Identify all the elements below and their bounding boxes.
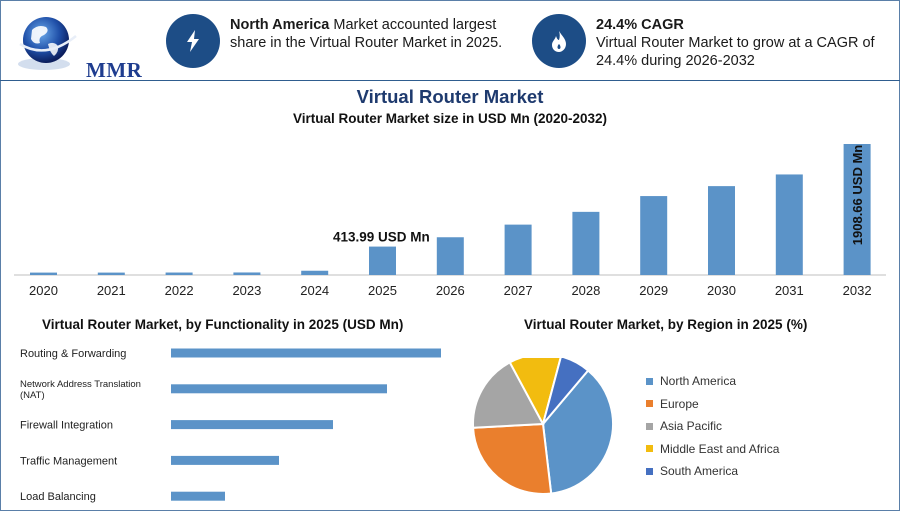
legend-swatch <box>646 445 653 453</box>
legend-item: Middle East and Africa <box>646 438 779 461</box>
legend-swatch <box>646 422 653 430</box>
market-size-bar-chart: 2020 2021 2022 2023 2024 2025 2026 2027 2028 2029… <box>14 144 886 298</box>
func-bar-2 <box>171 420 333 430</box>
legend-label: North America <box>660 374 737 389</box>
cagr-info: 24.4% CAGR Virtual Router Market to grow… <box>596 16 886 70</box>
func-bar-3 <box>171 455 279 465</box>
region-text: Market accounted largest share in the Vi… <box>230 17 503 51</box>
pie-slice-middle-east-and-africa <box>508 358 562 427</box>
legend-swatch <box>646 377 653 385</box>
func-label-0: Routing & Forwarding <box>20 348 126 360</box>
legend-label: Middle East and Africa <box>660 441 780 456</box>
mmr-logo: MMR <box>14 14 142 82</box>
bar-2025 <box>369 246 396 275</box>
legend-swatch <box>646 467 653 475</box>
data-label-2025: 413.99 USD Mn <box>333 230 430 245</box>
lightning-icon <box>166 14 220 68</box>
legend-swatch <box>646 400 653 408</box>
region-title: Virtual Router Market, by Region in 2025… <box>524 317 808 332</box>
region-highlight: North America <box>230 17 330 33</box>
data-label-2032: 1908.66 USD Mn <box>850 145 865 245</box>
pie-slice-north-america <box>541 369 614 495</box>
legend-label: Europe <box>660 396 699 411</box>
bar-2023 <box>233 272 261 275</box>
logo-text: MMR <box>86 58 143 82</box>
func-bar-4 <box>171 491 225 501</box>
legend-label: South America <box>660 464 739 479</box>
flame-icon <box>532 14 586 68</box>
func-label-3: Traffic Management <box>20 455 117 467</box>
tick-label-2021: 2021 <box>97 283 126 298</box>
bar-2026 <box>436 237 464 275</box>
tick-label-2032: 2032 <box>843 283 872 298</box>
cagr-title: 24.4% CAGR <box>596 17 684 33</box>
func-label-4: Load Balancing <box>20 491 96 503</box>
bar-2020 <box>30 272 57 275</box>
legend-item: South America <box>646 460 779 483</box>
bar-2028 <box>572 211 600 275</box>
tick-label-2020: 2020 <box>29 283 58 298</box>
bar-2027 <box>504 224 532 275</box>
legend-label: Asia Pacific <box>660 419 723 434</box>
region-legend: North America Europe Asia Pacific Middle Ea… <box>646 370 779 483</box>
bar-2030 <box>708 186 735 275</box>
func-bar-0 <box>171 348 441 358</box>
pie-slice-europe <box>472 422 553 495</box>
bar-2024 <box>301 270 329 275</box>
func-label-1: Network Address Translation (NAT) <box>20 379 141 401</box>
tick-label-2029: 2029 <box>639 283 668 298</box>
tick-label-2025: 2025 <box>368 283 397 298</box>
tick-label-2031: 2031 <box>775 283 804 298</box>
tick-label-2028: 2028 <box>571 283 600 298</box>
func-label-2: Firewall Integration <box>20 420 113 432</box>
region-pie-chart <box>472 358 614 495</box>
header-divider <box>0 80 900 81</box>
cagr-text: Virtual Router Market to grow at a CAGR … <box>596 35 875 69</box>
pie-slice-asia-pacific <box>472 361 545 429</box>
chart-subtitle: Virtual Router Market size in USD Mn (20… <box>292 111 608 126</box>
tick-label-2026: 2026 <box>436 283 465 298</box>
chart-main-title: Virtual Router Market <box>356 86 544 107</box>
tick-label-2027: 2027 <box>504 283 533 298</box>
bar-2029 <box>640 196 668 275</box>
functionality-bar-chart: Routing & Forwarding Network Address Tran… <box>20 348 441 503</box>
globe-icon <box>18 17 77 70</box>
bar-2032 <box>843 144 871 275</box>
tick-label-2024: 2024 <box>300 283 329 298</box>
legend-item: North America <box>646 370 779 393</box>
tick-label-2030: 2030 <box>707 283 736 298</box>
region-info: North America Market accounted largest s… <box>230 16 520 52</box>
tick-label-2022: 2022 <box>165 283 194 298</box>
bar-2021 <box>97 272 125 275</box>
func-bar-1 <box>171 384 387 394</box>
functionality-title: Virtual Router Market, by Functionality … <box>42 317 404 332</box>
legend-item: Asia Pacific <box>646 415 779 438</box>
pie-slice-south-america <box>542 358 590 425</box>
bar-2022 <box>165 272 193 275</box>
tick-label-2023: 2023 <box>232 283 261 298</box>
legend-item: Europe <box>646 393 779 416</box>
bar-2031 <box>775 174 803 275</box>
